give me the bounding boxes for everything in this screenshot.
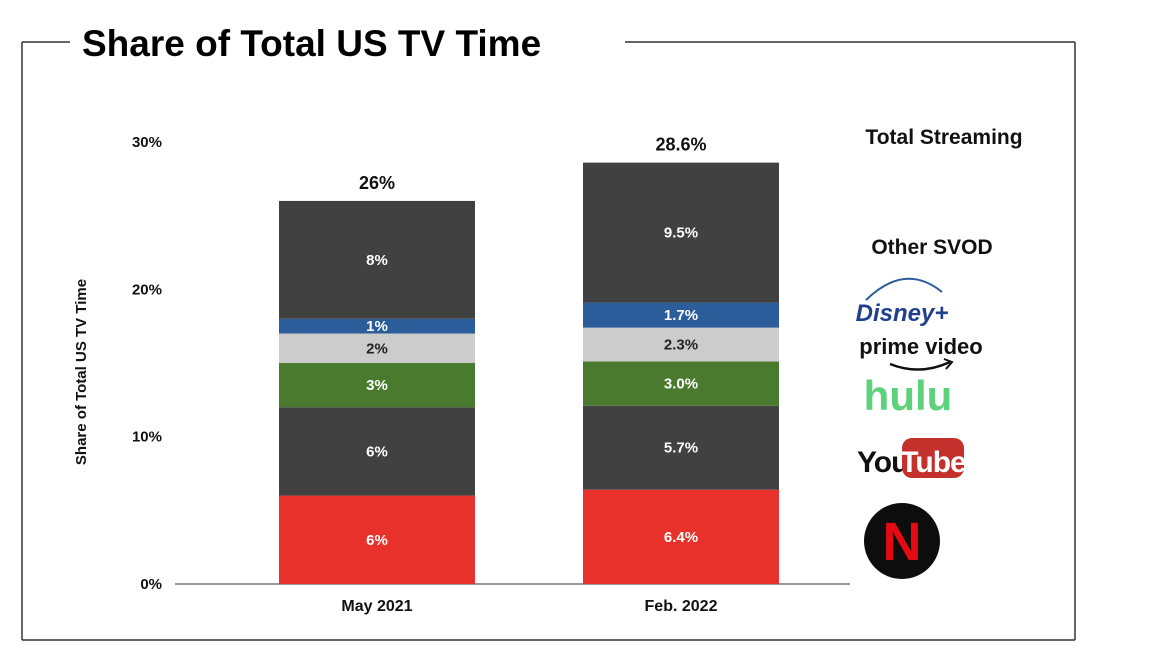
bar-value-label: 8% (366, 252, 388, 269)
x-tick-label: May 2021 (341, 598, 412, 615)
bar-segment-netflix (279, 495, 475, 584)
legend: Total Streaming Other SVOD Disney+ prime… (856, 126, 1023, 579)
bar-total-label: 28.6% (655, 135, 706, 155)
svg-text:N: N (883, 512, 922, 572)
legend-other-svod: Other SVOD (871, 236, 992, 259)
bar-segment-youtube (583, 405, 779, 490)
bar-segment-prime-video (583, 327, 779, 362)
bar-segment-prime-video (279, 333, 475, 363)
y-axis-label: Share of Total US TV Time (73, 279, 90, 465)
bar-value-label: 1.7% (664, 307, 698, 324)
chart-border (21, 41, 1076, 641)
bar-value-label: 1% (366, 318, 388, 335)
bar-segment-hulu (279, 363, 475, 408)
svg-text:prime video: prime video (859, 334, 982, 359)
disney-plus-logo: Disney+ (856, 277, 949, 327)
bar-value-label: 3.0% (664, 376, 698, 393)
youtube-logo: You Tube (857, 438, 967, 479)
bar-value-label: 5.7% (664, 440, 698, 457)
y-tick-label: 0% (140, 576, 162, 593)
bar-segment-hulu (583, 361, 779, 406)
x-axis-tick-labels: May 2021 Feb. 2022 (341, 598, 717, 615)
y-tick-label: 20% (132, 281, 162, 298)
bar-segment-youtube (279, 407, 475, 496)
bar-value-label: 2.3% (664, 337, 698, 354)
svg-text:You: You (857, 446, 908, 479)
bar-segment-other-svod (583, 162, 779, 303)
bar-segment-other-svod (279, 200, 475, 319)
y-tick-label: 10% (132, 429, 162, 446)
bar-segment-disney- (279, 318, 475, 334)
bar-segment-disney- (583, 302, 779, 328)
svg-text:Tube: Tube (900, 446, 966, 479)
chart-title: Share of Total US TV Time (82, 23, 541, 64)
bar-value-label: 6.4% (664, 529, 698, 546)
bar-value-label: 3% (366, 377, 388, 394)
prime-video-logo: prime video (859, 334, 983, 371)
hulu-logo: hulu (864, 372, 953, 419)
bar-value-label: 6% (366, 532, 388, 549)
y-axis-ticks: 0% 10% 20% 30% (132, 134, 162, 593)
netflix-logo: N (864, 503, 940, 579)
legend-total-streaming: Total Streaming (865, 126, 1022, 149)
bars-group: 6% 6% 3% 2% 1% 8% 26% 6.4% 5.7% 3.0% 2.3% 1.7% 9.5% 2… (279, 135, 779, 584)
bar-value-label: 6% (366, 443, 388, 460)
svg-text:Disney+: Disney+ (856, 300, 949, 327)
bar-segment-netflix (583, 489, 779, 584)
bar-total-label: 26% (359, 173, 395, 193)
bar-value-label: 9.5% (664, 225, 698, 242)
bar-value-label: 2% (366, 340, 388, 357)
x-tick-label: Feb. 2022 (645, 598, 718, 615)
y-tick-label: 30% (132, 134, 162, 151)
